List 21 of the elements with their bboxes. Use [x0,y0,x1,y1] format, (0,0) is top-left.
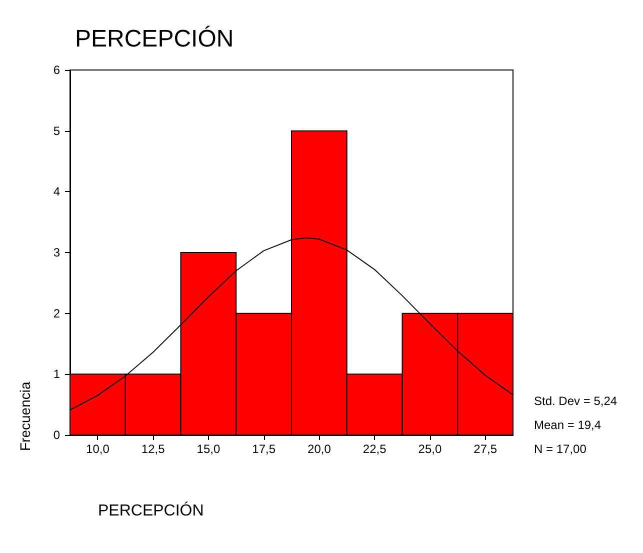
y-tick-label: 6 [53,63,60,77]
y-tick-label: 5 [53,124,60,138]
x-tick-label: 20,0 [308,442,332,456]
x-tick-label: 10,0 [86,442,110,456]
text: N = 17,00 [534,442,587,456]
y-tick-label: 0 [53,428,60,442]
x-tick-label: 27,5 [474,442,498,456]
x-tick-label: 17,5 [252,442,276,456]
chart-title: PERCEPCIÓN [75,26,234,52]
x-axis-title: PERCEPCIÓN [98,502,204,520]
y-tick-label: 3 [53,246,60,260]
text: Mean = 19,4 [534,418,602,432]
x-tick-label: 22,5 [362,442,387,456]
x-tick-label: 15,0 [196,442,220,456]
y-tick-label: 1 [53,367,60,382]
y-tick-label: 2 [53,306,60,320]
x-tick-label: 25,0 [418,442,442,456]
y-tick-label: 4 [53,184,60,199]
y-axis-title: Frecuencia [17,382,33,451]
x-tick-label: 12,5 [141,442,166,456]
text: Std. Dev = 5,24 [534,394,618,408]
